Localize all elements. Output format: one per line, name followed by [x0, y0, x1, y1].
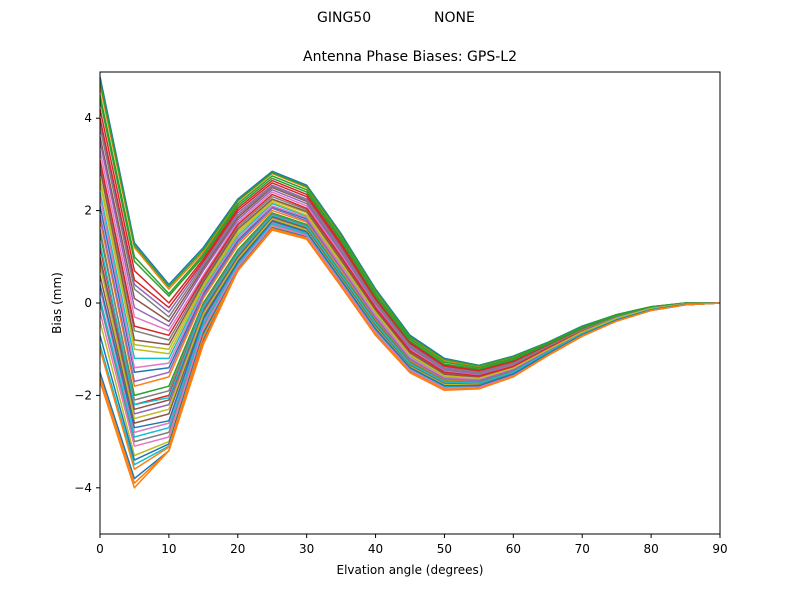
series-line-23	[100, 81, 720, 367]
series-line-2	[100, 85, 720, 368]
series-line-33	[100, 99, 720, 370]
x-tick-label: 10	[161, 542, 176, 556]
y-tick-label: 4	[84, 111, 92, 125]
y-axis-ticks: −4 −2 0 2 4	[74, 111, 100, 495]
y-tick-label: −2	[74, 388, 92, 402]
y-tick-label: −4	[74, 481, 92, 495]
y-tick-label: 0	[84, 296, 92, 310]
x-tick-label: 30	[299, 542, 314, 556]
series-line-39	[100, 182, 720, 380]
x-tick-label: 60	[506, 542, 521, 556]
series-lines	[100, 76, 720, 489]
x-tick-label: 70	[575, 542, 590, 556]
series-line-38	[100, 127, 720, 374]
x-axis-label: Elvation angle (degrees)	[337, 563, 484, 577]
chart-title: Antenna Phase Biases: GPS-L2	[303, 49, 517, 65]
series-line-41	[100, 220, 720, 429]
suptitle-radome: NONE	[434, 10, 475, 26]
suptitle-station: GING50	[317, 10, 372, 26]
x-tick-label: 90	[712, 542, 727, 556]
x-tick-label: 40	[368, 542, 383, 556]
x-tick-label: 20	[230, 542, 245, 556]
figure-suptitle: GING50 NONE	[0, 10, 800, 30]
x-tick-label: 0	[96, 542, 104, 556]
series-line-42	[100, 227, 720, 471]
x-tick-label: 50	[437, 542, 452, 556]
x-axis-ticks: 0 10 20 30 40 50 60 70 80 90	[96, 534, 728, 556]
y-axis-label: Bias (mm)	[50, 272, 64, 334]
y-tick-label: 2	[84, 204, 92, 218]
x-tick-label: 80	[643, 542, 658, 556]
